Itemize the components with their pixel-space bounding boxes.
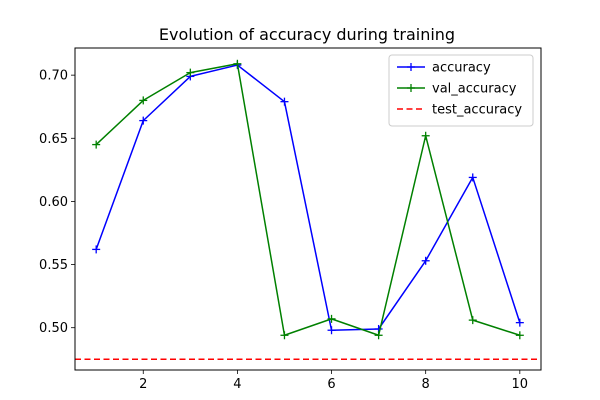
- series-line-accuracy: [95, 64, 521, 331]
- legend-label: accuracy: [432, 61, 491, 76]
- data-point-val_accuracy-7: [374, 331, 383, 340]
- data-point-accuracy-2: [139, 116, 148, 125]
- x-tick-label: 10: [512, 377, 529, 392]
- legend-label: test_accuracy: [432, 103, 522, 118]
- legend: accuracy val_accuracy test_accuracy: [388, 54, 534, 127]
- data-point-val_accuracy-9: [468, 316, 477, 325]
- data-point-accuracy-6: [327, 326, 336, 335]
- x-tick-label: 6: [327, 377, 335, 392]
- y-tick-label: 0.55: [39, 258, 68, 273]
- axes: 2 4 6 8 10 0.50 0.55 0.60 0.65 0.70: [39, 69, 528, 392]
- data-point-accuracy-9: [468, 173, 477, 182]
- x-tick-label: 4: [233, 377, 241, 392]
- data-point-accuracy-5: [280, 97, 289, 106]
- legend-item-val_accuracy: val_accuracy: [397, 82, 517, 97]
- y-tick-label: 0.60: [39, 195, 68, 210]
- legend-item-accuracy: accuracy: [397, 61, 491, 76]
- x-tick-label: 8: [422, 377, 430, 392]
- x-tick-label: 2: [139, 377, 147, 392]
- y-tick-label: 0.50: [39, 321, 68, 336]
- legend-label: val_accuracy: [432, 82, 517, 97]
- plot-area: [75, 59, 541, 361]
- data-point-val_accuracy-6: [327, 314, 336, 323]
- legend-item-test_accuracy: test_accuracy: [397, 103, 522, 118]
- data-point-val_accuracy-5: [280, 331, 289, 340]
- data-point-val_accuracy-4: [233, 59, 242, 68]
- data-point-accuracy-8: [421, 256, 430, 265]
- data-point-val_accuracy-8: [421, 131, 430, 140]
- y-tick-label: 0.65: [39, 132, 68, 147]
- y-tick-label: 0.70: [39, 69, 68, 84]
- chart-title: Evolution of accuracy during training: [159, 25, 455, 44]
- data-point-val_accuracy-1: [92, 140, 101, 149]
- data-point-accuracy-10: [515, 318, 524, 327]
- data-point-val_accuracy-3: [186, 68, 195, 77]
- data-point-val_accuracy-2: [139, 96, 148, 105]
- axes-frame: [74, 47, 542, 371]
- data-point-accuracy-1: [92, 245, 101, 254]
- legend-box: [388, 54, 534, 127]
- series-line-val_accuracy: [95, 63, 521, 337]
- data-point-val_accuracy-10: [515, 331, 524, 340]
